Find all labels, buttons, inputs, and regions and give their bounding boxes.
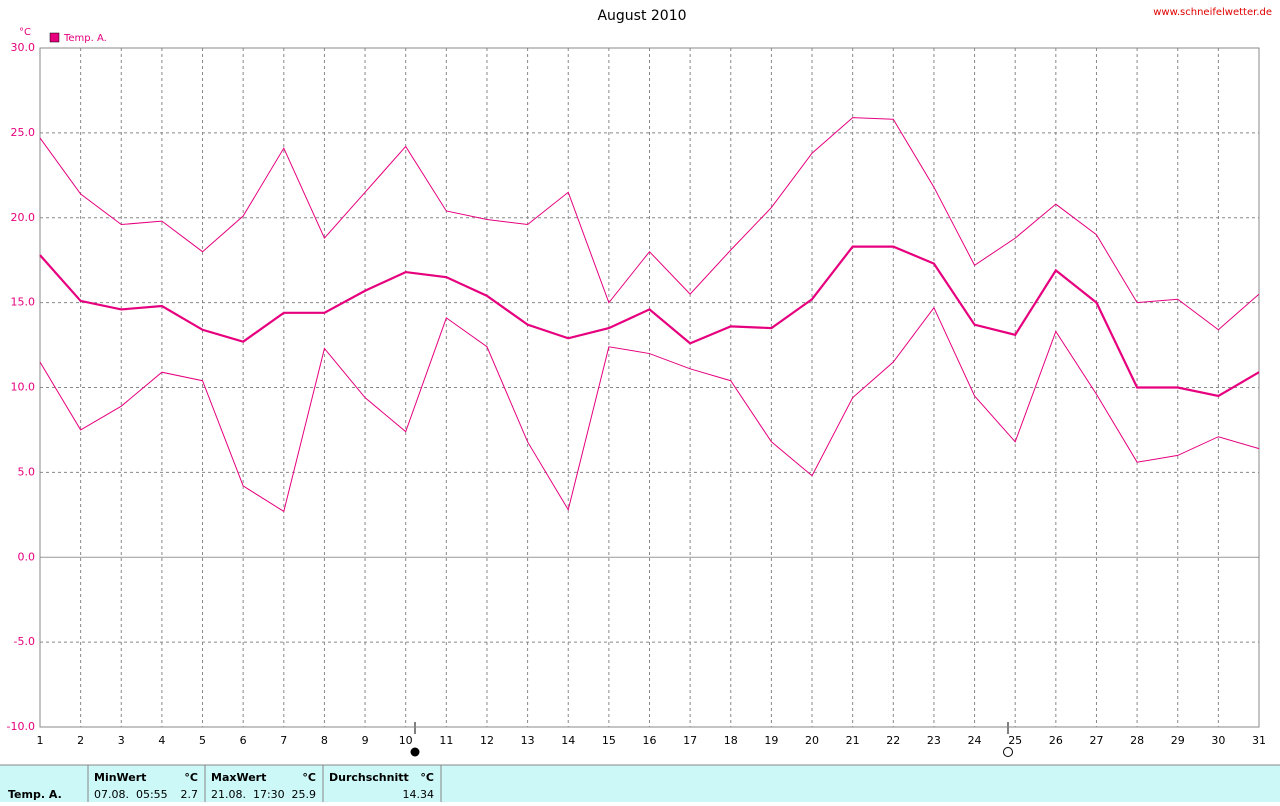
series-line [39, 245, 1260, 398]
footer-background [0, 765, 1280, 802]
column-unit: °C [302, 771, 316, 784]
x-tick-label: 22 [886, 734, 900, 747]
x-tick-label: 10 [399, 734, 413, 747]
x-tick-label: 29 [1171, 734, 1185, 747]
y-tick-label: 30.0 [11, 41, 36, 54]
x-tick-label: 2 [77, 734, 84, 747]
legend-label: Temp. A. [63, 33, 107, 44]
y-tick-label: 10.0 [11, 381, 36, 394]
series-line [39, 117, 1260, 331]
x-tick-label: 25 [1008, 734, 1022, 747]
x-tick-label: 15 [602, 734, 616, 747]
x-tick-label: 6 [240, 734, 247, 747]
column-header: Durchschnitt [329, 771, 409, 784]
x-tick-label: 11 [439, 734, 453, 747]
x-tick-label: 24 [968, 734, 982, 747]
x-tick-label: 19 [764, 734, 778, 747]
plot-frame [39, 47, 1260, 728]
source: www.schneifelwetter.de [1153, 7, 1272, 18]
x-tick-label: 27 [1089, 734, 1103, 747]
series-line [39, 306, 1260, 513]
column-header: MaxWert [211, 771, 266, 784]
x-tick-label: 31 [1252, 734, 1266, 747]
x-tick-label: 26 [1049, 734, 1063, 747]
column-unit: °C [184, 771, 198, 784]
column-value: 25.9 [292, 788, 317, 801]
x-tick-label: 30 [1211, 734, 1225, 747]
y-tick-label: 0.0 [18, 550, 36, 563]
x-tick-label: 12 [480, 734, 494, 747]
x-tick-label: 20 [805, 734, 819, 747]
y-tick-label: 25.0 [11, 126, 36, 139]
y-tick-label: -10.0 [7, 720, 35, 733]
x-tick-label: 18 [724, 734, 738, 747]
y-tick-label: 15.0 [11, 296, 36, 309]
column-unit: °C [420, 771, 434, 784]
x-tick-label: 3 [118, 734, 125, 747]
row-label: Temp. A. [8, 788, 62, 801]
column-time: 21.08. 17:30 [211, 788, 285, 801]
y-tick-label: 5.0 [18, 465, 36, 478]
x-tick-label: 7 [280, 734, 287, 747]
legend-swatch [49, 32, 60, 43]
x-tick-label: 14 [561, 734, 575, 747]
x-tick-label: 5 [199, 734, 206, 747]
x-tick-label: 8 [321, 734, 328, 747]
x-tick-label: 9 [362, 734, 369, 747]
x-tick-label: 16 [643, 734, 657, 747]
y-unit: °C [19, 27, 31, 38]
x-tick-label: 23 [927, 734, 941, 747]
new-moon [1003, 747, 1013, 757]
y-tick-label: 20.0 [11, 211, 36, 224]
full-moon [410, 747, 420, 757]
chart-title: August 2010 [597, 8, 686, 24]
x-tick-label: 4 [158, 734, 165, 747]
column-header: MinWert [94, 771, 146, 784]
x-tick-label: 13 [521, 734, 535, 747]
column-value: 2.7 [181, 788, 199, 801]
column-value: 14.34 [403, 788, 435, 801]
x-tick-label: 17 [683, 734, 697, 747]
column-time: 07.08. 05:55 [94, 788, 168, 801]
x-tick-label: 28 [1130, 734, 1144, 747]
x-tick-label: 21 [846, 734, 860, 747]
y-tick-label: -5.0 [14, 635, 35, 648]
x-tick-label: 1 [37, 734, 44, 747]
